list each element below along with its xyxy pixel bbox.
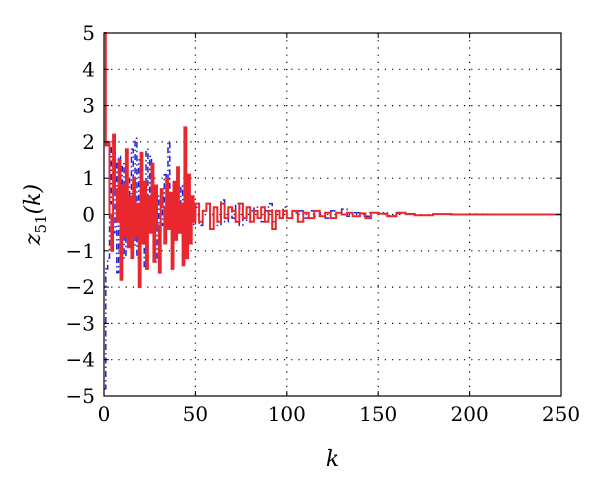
x-tick-label: 200	[451, 402, 489, 426]
x-tick-label: 50	[183, 402, 208, 426]
y-tick-label: 0	[82, 203, 95, 227]
y-tick-label: 2	[82, 130, 95, 154]
y-axis-label-base: z	[21, 233, 46, 246]
y-axis-label-arg: (k)	[21, 184, 46, 215]
y-tick-label: −4	[66, 348, 95, 372]
y-tick-label: 5	[82, 21, 95, 45]
x-tick-label: 150	[359, 402, 397, 426]
y-tick-label: −3	[66, 311, 95, 335]
series-layer	[104, 32, 561, 390]
x-axis-label: k	[326, 447, 339, 472]
y-axis-label: z51(k)	[21, 184, 50, 246]
y-axis-label-subscript: 51	[32, 214, 50, 233]
y-tick-label: −2	[66, 275, 95, 299]
tick-labels: 0 50 100 150 200 250 −5 −4 −3 −2 −1 0 1 2 3 4 5	[66, 21, 581, 426]
y-tick-label: 1	[82, 166, 95, 190]
y-tick-label: 3	[82, 94, 95, 118]
x-tick-label: 250	[542, 402, 580, 426]
ticks	[103, 32, 562, 397]
y-tick-label: −5	[66, 384, 95, 408]
x-tick-label: 100	[268, 402, 306, 426]
y-tick-label: −1	[66, 239, 95, 263]
grid	[104, 33, 561, 396]
series-line-2	[104, 32, 561, 289]
y-tick-label: 4	[82, 57, 95, 81]
x-tick-label: 0	[98, 402, 111, 426]
